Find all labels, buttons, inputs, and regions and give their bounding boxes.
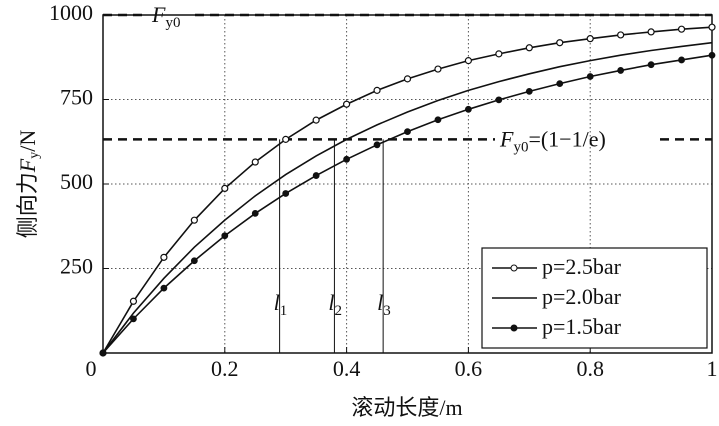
y-label-var: F: [15, 158, 40, 173]
data-point: [495, 50, 503, 58]
x-tick-label: 0.8: [576, 356, 604, 381]
data-point: [586, 73, 594, 80]
data-point: [708, 51, 716, 59]
data-point: [525, 44, 533, 52]
y-axis-label: 侧向力Fy/N: [15, 130, 42, 239]
annotation-var: l: [328, 290, 334, 315]
data-point: [312, 116, 320, 124]
data-point: [434, 65, 442, 73]
data-point: [617, 31, 625, 39]
data-point: [312, 172, 320, 179]
annotation-var: l: [274, 290, 280, 315]
annotation-tail: =(1−1/e): [528, 126, 605, 151]
data-point: [464, 57, 472, 65]
data-point: [678, 56, 685, 64]
legend-label: p=2.5bar: [542, 254, 622, 279]
data-point: [129, 297, 138, 305]
legend-marker: [510, 324, 518, 332]
x-tick-label: 0.2: [211, 356, 239, 381]
data-point: [251, 158, 259, 166]
annotation-sub: y0: [513, 140, 528, 156]
data-point: [495, 96, 503, 104]
y-tick-label: 750: [60, 85, 93, 110]
data-point: [556, 80, 564, 88]
x-tick-label: 1: [707, 356, 718, 381]
series-line: [102, 41, 713, 354]
annotation-var: F: [499, 126, 514, 151]
data-point: [190, 216, 198, 224]
annotation-sub: 1: [280, 303, 288, 319]
y-tick-label: 1000: [49, 0, 93, 25]
data-point: [404, 128, 411, 136]
data-point: [434, 116, 442, 124]
x-tick-label: 0.4: [333, 356, 361, 381]
legend-label: p=1.5bar: [542, 314, 622, 339]
data-point: [647, 28, 655, 36]
data-point: [282, 135, 290, 143]
legend-label: p=2.0bar: [542, 284, 622, 309]
legend-marker: [510, 264, 518, 272]
annotation-sub: y0: [165, 15, 180, 31]
data-point: [221, 232, 229, 240]
data-point: [465, 105, 472, 113]
data-point: [160, 284, 168, 292]
x-tick-label: 0.6: [455, 356, 483, 381]
data-point: [221, 184, 229, 192]
data-point: [708, 23, 716, 31]
y-tick-label: 500: [60, 169, 93, 194]
data-point: [403, 75, 412, 83]
annotation: l2: [328, 290, 342, 319]
data-point: [343, 155, 351, 163]
x-tick-label: 0: [86, 356, 97, 381]
annotation-sub: 2: [335, 303, 343, 319]
data-point: [190, 257, 198, 265]
data-point: [617, 67, 625, 74]
data-point: [130, 315, 137, 323]
data-point: [251, 210, 259, 217]
data-point: [647, 61, 655, 69]
data-point: [525, 87, 533, 95]
data-point: [677, 25, 686, 33]
data-point: [343, 100, 351, 108]
data-point: [586, 35, 594, 43]
y-label-main: 侧向力: [15, 172, 40, 238]
data-point: [282, 190, 290, 197]
annotation: l3: [377, 290, 391, 319]
annotation: l1: [274, 290, 288, 319]
data-point: [556, 39, 564, 47]
annotation-sub: 3: [383, 303, 391, 319]
y-label-sub: y: [27, 152, 42, 159]
annotation-var: F: [151, 2, 166, 27]
data-point: [373, 86, 381, 94]
data-point: [99, 349, 107, 357]
annotation: Fy0=(1−1/e): [499, 126, 606, 155]
x-axis-label: 滚动长度/m: [351, 395, 462, 420]
annotation: Fy0: [151, 2, 180, 31]
y-label-tail: /N: [15, 130, 40, 152]
data-point: [160, 253, 168, 261]
y-tick-label: 250: [60, 254, 93, 279]
annotation-var: l: [377, 290, 383, 315]
data-point: [373, 141, 381, 149]
